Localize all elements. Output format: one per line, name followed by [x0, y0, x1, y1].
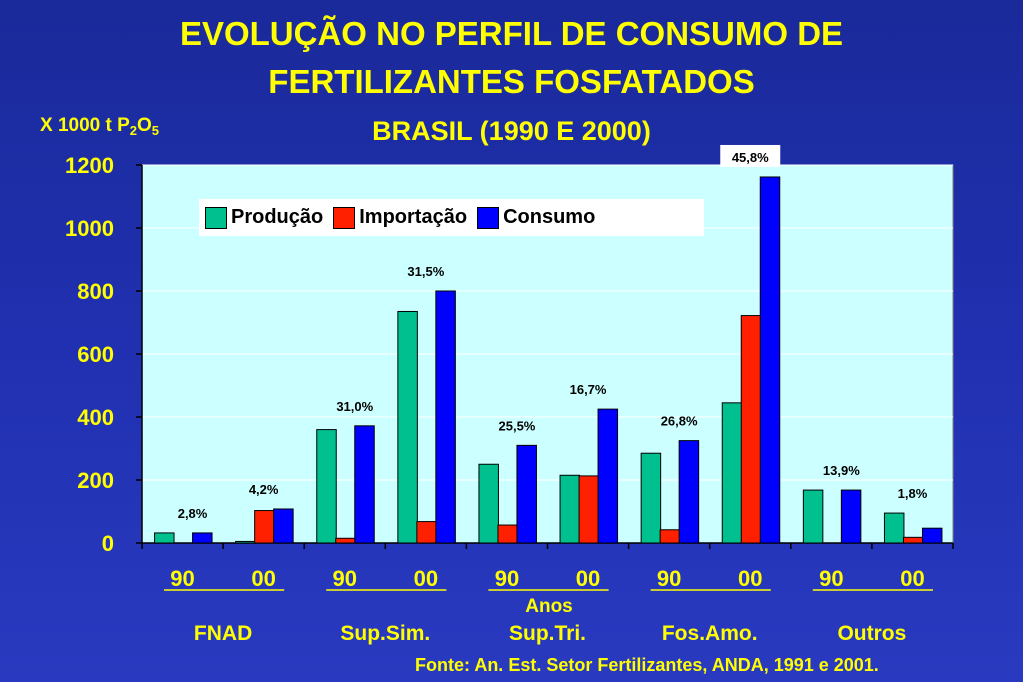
data-label: 2,8%	[178, 506, 208, 521]
bar-consumo	[759, 176, 781, 544]
x-year-label: 90	[495, 566, 519, 591]
bar-importacao	[497, 524, 518, 544]
x-group-label: Outros	[837, 622, 906, 645]
x-year-label: 00	[414, 566, 438, 591]
unit-sub-1: 2	[129, 123, 138, 138]
x-axis-label: Anos	[525, 596, 573, 617]
bar-producao	[154, 532, 175, 544]
bar-producao	[559, 474, 581, 544]
y-tick-label: 0	[102, 531, 114, 556]
y-tick-label: 400	[77, 405, 114, 430]
data-label-box	[720, 144, 781, 167]
bar-importacao	[254, 510, 275, 544]
unit-text-o: O	[137, 115, 152, 136]
x-year-label: 00	[251, 566, 275, 591]
chart-title-line1: EVOLUÇÃO NO PERFIL DE CONSUMO DE	[179, 15, 844, 52]
bar-importacao	[740, 315, 762, 544]
data-label: 25,5%	[499, 418, 536, 433]
x-year-label: 00	[738, 566, 762, 591]
legend-label-producao: Produção	[231, 206, 324, 228]
x-group-label: Sup.Tri.	[509, 622, 586, 645]
unit-sub-2: 5	[151, 123, 160, 138]
data-label: 31,0%	[336, 399, 373, 414]
y-tick-label: 800	[77, 279, 114, 304]
y-tick-label: 1000	[65, 216, 114, 241]
bar-consumo	[840, 489, 862, 544]
bar-importacao	[335, 537, 356, 544]
data-label: 31,5%	[407, 264, 444, 279]
bar-consumo	[192, 532, 213, 544]
bar-producao	[640, 452, 662, 544]
bar-consumo	[597, 408, 619, 544]
x-year-label: 90	[333, 566, 357, 591]
x-year-label: 00	[900, 566, 924, 591]
bar-producao	[721, 402, 743, 544]
bar-importacao	[902, 536, 924, 544]
x-group-label: Fos.Amo.	[662, 622, 758, 645]
y-tick-label: 1200	[65, 153, 114, 178]
bar-consumo	[516, 444, 537, 544]
x-year-label: 90	[657, 566, 681, 591]
y-tick-label: 200	[77, 468, 114, 493]
data-label: 26,8%	[661, 414, 698, 429]
y-tick-label: 600	[77, 342, 114, 367]
data-label: 16,7%	[570, 382, 607, 397]
data-label: 1,8%	[898, 486, 928, 501]
chart-legend: Produção Importação Consumo	[199, 199, 704, 236]
legend-swatch-importacao	[333, 206, 356, 229]
unit-text: X 1000 t P	[40, 115, 130, 136]
source-footer: Fonte: An. Est. Setor Fertilizantes, AND…	[415, 655, 879, 675]
bar-producao	[883, 512, 905, 544]
chart-title-line2: FERTILIZANTES FOSFATADOS	[268, 63, 755, 100]
legend-swatch-consumo	[477, 206, 500, 229]
bar-producao	[802, 489, 824, 544]
x-group-label: Sup.Sim.	[340, 622, 430, 645]
bar-consumo	[273, 508, 294, 544]
bar-consumo	[678, 440, 700, 544]
bar-importacao	[416, 521, 437, 544]
y-axis-unit-label: X 1000 t P2O5	[40, 115, 159, 138]
bar-consumo	[921, 527, 943, 544]
data-label: 45,8%	[732, 150, 769, 165]
x-year-label: 00	[576, 566, 600, 591]
bar-consumo	[354, 425, 375, 544]
data-label: 4,2%	[249, 482, 279, 497]
legend-swatch-producao	[205, 206, 227, 229]
data-label: 13,9%	[823, 463, 860, 478]
bar-consumo	[435, 290, 456, 544]
legend-label-importacao: Importação	[359, 206, 468, 228]
x-year-label: 90	[819, 566, 843, 591]
chart-subtitle: BRASIL (1990 E 2000)	[372, 116, 651, 146]
legend-label-consumo: Consumo	[503, 206, 596, 228]
x-year-label: 90	[170, 566, 194, 591]
bar-importacao	[578, 475, 600, 544]
bar-producao	[478, 463, 499, 544]
bar-producao	[235, 540, 256, 544]
bar-importacao	[659, 529, 681, 544]
bar-producao	[397, 310, 418, 544]
x-group-label: FNAD	[194, 622, 252, 645]
bar-producao	[316, 429, 337, 544]
